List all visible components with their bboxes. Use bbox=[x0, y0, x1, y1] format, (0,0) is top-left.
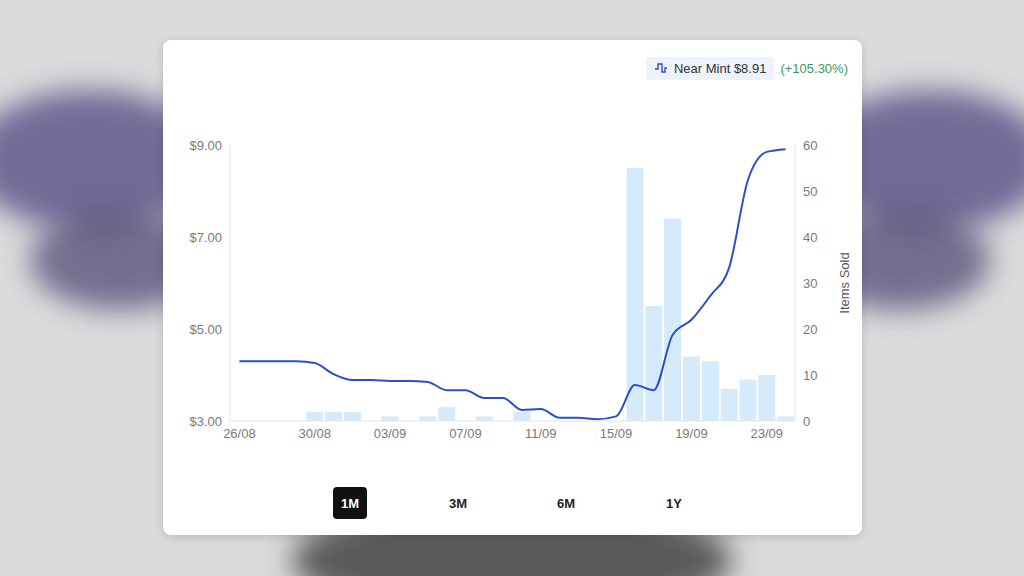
html-text:3M: 3M bbox=[449, 495, 467, 511]
svg-text:07/09: 07/09 bbox=[449, 426, 482, 441]
svg-text:40: 40 bbox=[803, 230, 817, 245]
svg-text:30/08: 30/08 bbox=[298, 426, 331, 441]
svg-text:20: 20 bbox=[803, 322, 817, 337]
svg-text:50: 50 bbox=[803, 184, 817, 199]
svg-text:$5.00: $5.00 bbox=[189, 322, 222, 337]
html-text:1Y: 1Y bbox=[666, 495, 682, 511]
svg-text:15/09: 15/09 bbox=[600, 426, 633, 441]
svg-text:$9.00: $9.00 bbox=[189, 138, 222, 153]
svg-text:03/09: 03/09 bbox=[374, 426, 407, 441]
svg-text:19/09: 19/09 bbox=[675, 426, 708, 441]
svg-text:11/09: 11/09 bbox=[525, 426, 557, 441]
svg-text:23/09: 23/09 bbox=[750, 426, 783, 441]
html-text:6M: 6M bbox=[557, 495, 575, 511]
svg-text:30: 30 bbox=[803, 276, 817, 291]
html-text:(+105.30%): (+105.30%) bbox=[780, 60, 848, 76]
svg-text:Items Sold: Items Sold bbox=[837, 252, 852, 313]
html-text:Near Mint $8.91: Near Mint $8.91 bbox=[673, 60, 767, 76]
svg-text:26/08: 26/08 bbox=[223, 426, 256, 441]
html-text:1M: 1M bbox=[341, 495, 359, 511]
svg-text:10: 10 bbox=[803, 368, 817, 383]
svg-text:$3.00: $3.00 bbox=[189, 414, 222, 429]
svg-text:$7.00: $7.00 bbox=[189, 230, 222, 245]
svg-text:60: 60 bbox=[803, 138, 817, 153]
svg-text:0: 0 bbox=[803, 414, 810, 429]
